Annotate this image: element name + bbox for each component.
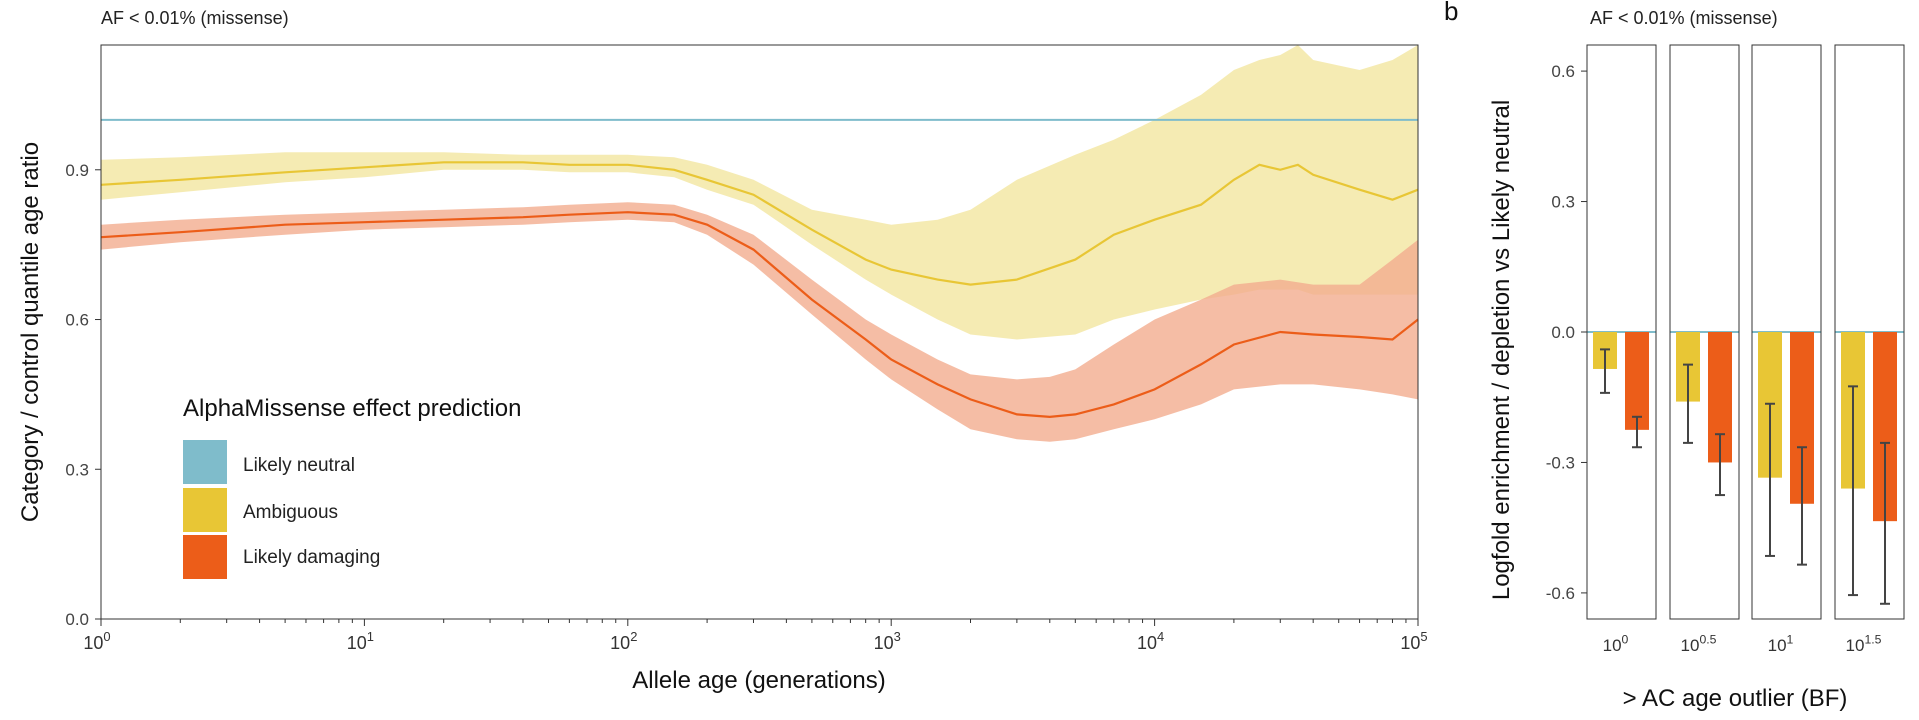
x-tick-label: 104 — [1137, 629, 1164, 653]
y-tick-label: -0.6 — [1546, 584, 1575, 603]
legend-swatch-likely-damaging — [183, 535, 227, 579]
panel-a-y-ticks: 0.0 0.3 0.6 0.9 — [65, 161, 101, 629]
panel-a-x-ticks: 100 101 102 103 104 105 — [83, 619, 1428, 653]
legend-label-likely-neutral: Likely neutral — [243, 455, 355, 476]
panel-a-frame — [100, 44, 1419, 620]
x-tick-label: 103 — [874, 629, 901, 653]
facet-2: 101 — [1751, 44, 1822, 655]
panel-a-bands — [101, 45, 1418, 442]
facet-frame — [1669, 44, 1740, 620]
bar-likely-damaging — [1625, 332, 1649, 430]
facet-label: 101.5 — [1846, 632, 1882, 655]
facet-frame — [1586, 44, 1657, 620]
x-tick-label: 105 — [1400, 629, 1427, 653]
panel-b: b AF < 0.01% (missense) -0.6 -0.3 0.0 0.3 0.… — [1444, 0, 1905, 712]
legend-title: AlphaMissense effect prediction — [183, 395, 521, 422]
panel-a-title: AF < 0.01% (missense) — [101, 8, 289, 28]
panel-b-y-ticks: -0.6 -0.3 0.0 0.3 0.6 — [1546, 62, 1587, 603]
panel-b-title: AF < 0.01% (missense) — [1590, 8, 1778, 28]
band-ambiguous — [101, 45, 1418, 340]
legend-label-likely-damaging: Likely damaging — [243, 547, 380, 568]
y-tick-label: 0.3 — [65, 460, 89, 479]
facet-label: 101 — [1768, 632, 1794, 655]
x-tick-label: 102 — [610, 629, 637, 653]
panel-b-y-axis-label: Logfold enrichment / depletion vs Likely… — [1488, 100, 1515, 600]
y-tick-label: -0.3 — [1546, 453, 1575, 472]
panel-a-y-axis-label: Category / control quantile age ratio — [17, 142, 44, 522]
facet-frame — [1834, 44, 1905, 620]
facet-3: 101.5 — [1834, 44, 1905, 655]
x-tick-label: 100 — [83, 629, 110, 653]
facet-1: 100.5 — [1669, 44, 1740, 655]
panel-a-lines — [100, 118, 1419, 419]
band-likely-damaging — [101, 202, 1418, 442]
panel-a: AF < 0.01% (missense) 0.00.30.60.9 100 10… — [17, 8, 1428, 694]
y-tick-label: 0.6 — [65, 311, 89, 330]
y-tick-label: 0.6 — [1551, 62, 1575, 81]
facet-label: 100.5 — [1681, 632, 1717, 655]
legend-label-ambiguous: Ambiguous — [243, 502, 338, 523]
panel-b-x-axis-label: > AC age outlier (BF) — [1623, 685, 1848, 712]
legend: AlphaMissense effect prediction Likely n… — [183, 395, 521, 579]
y-tick-label: 0.3 — [1551, 193, 1575, 212]
x-tick-label: 101 — [347, 629, 374, 653]
legend-swatch-ambiguous — [183, 488, 227, 532]
panel-b-letter: b — [1444, 0, 1458, 26]
y-tick-label: 0.0 — [1551, 323, 1575, 342]
y-tick-label: 0.9 — [65, 161, 89, 180]
y-tick-label: 0.0 — [65, 610, 89, 629]
facet-0: 100 — [1586, 44, 1657, 655]
panel-a-x-axis-label: Allele age (generations) — [632, 667, 886, 694]
line-ambiguous — [100, 161, 1419, 286]
facet-label: 100 — [1603, 632, 1629, 655]
line-likely-damaging — [100, 211, 1419, 419]
facet-frame — [1751, 44, 1822, 620]
panel-b-facets: 100 100.5 101 101.5 — [1586, 44, 1905, 655]
legend-swatch-likely-neutral — [183, 440, 227, 484]
